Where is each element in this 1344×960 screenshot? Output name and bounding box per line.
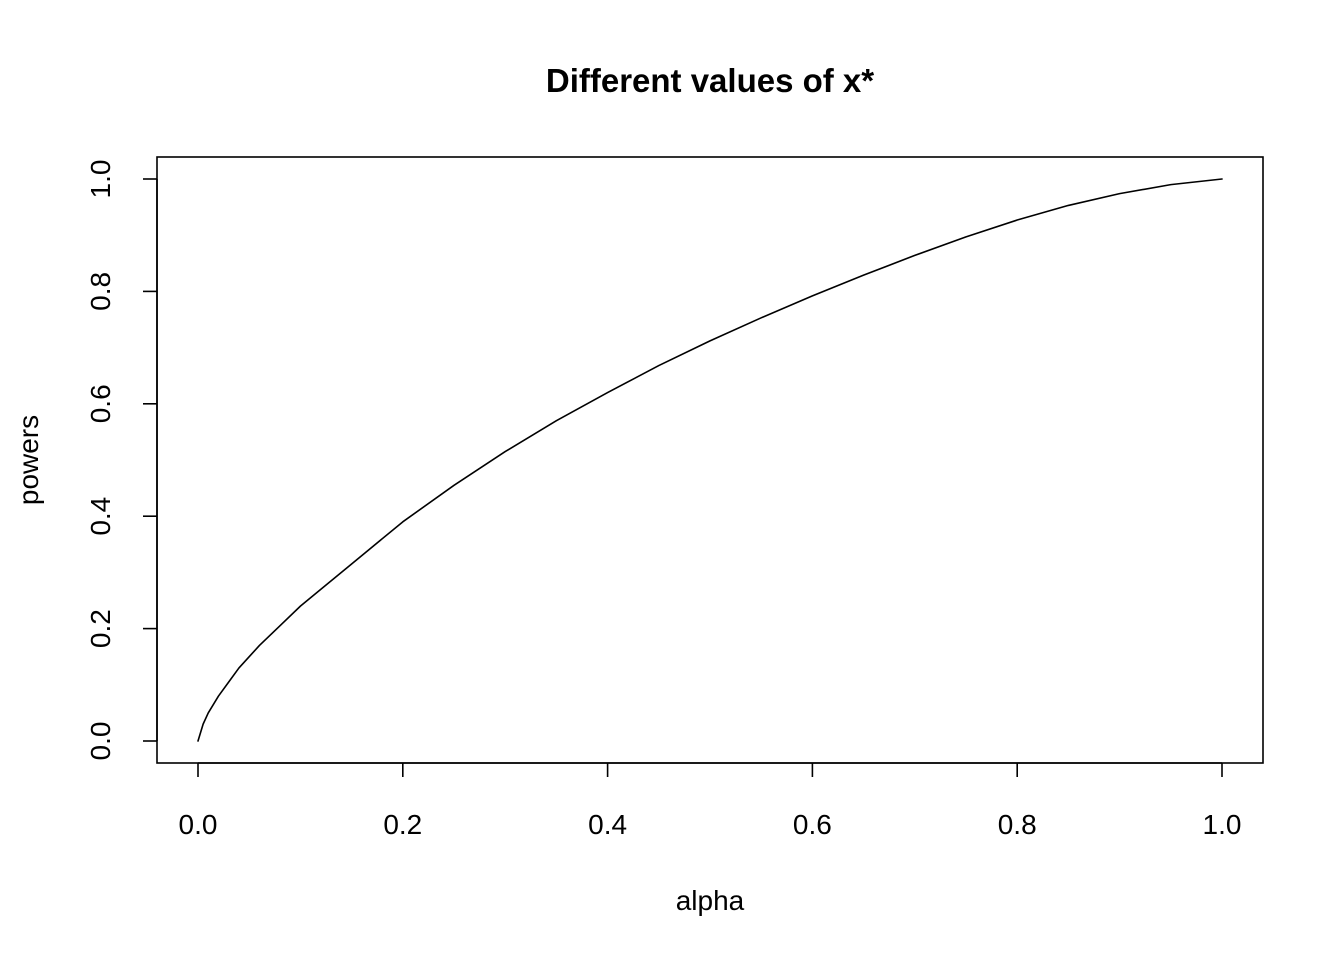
- x-ticks: 0.0 0.2 0.4 0.6 0.8 1.0: [179, 763, 1242, 840]
- x-tick-label: 1.0: [1203, 809, 1242, 840]
- x-tick-label: 0.8: [998, 809, 1037, 840]
- y-tick-label: 0.0: [85, 722, 116, 761]
- y-ticks: 0.0 0.2 0.4 0.6 0.8 1.0: [85, 160, 157, 761]
- y-axis: 0.0 0.2 0.4 0.6 0.8 1.0: [85, 160, 158, 761]
- y-tick-label: 1.0: [85, 160, 116, 199]
- series-line: [197, 178, 1223, 742]
- x-tick-label: 0.4: [588, 809, 627, 840]
- x-tick-label: 0.0: [179, 809, 218, 840]
- chart-title: Different values of x*: [546, 62, 874, 99]
- y-tick-label: 0.4: [85, 497, 116, 536]
- y-tick-label: 0.8: [85, 272, 116, 311]
- x-tick-label: 0.6: [793, 809, 832, 840]
- x-axis: 0.0 0.2 0.4 0.6 0.8 1.0: [179, 762, 1242, 840]
- y-tick-label: 0.6: [85, 384, 116, 423]
- y-tick-label: 0.2: [85, 609, 116, 648]
- series-layer: [197, 178, 1223, 742]
- x-axis-label: alpha: [676, 885, 745, 916]
- x-tick-label: 0.2: [383, 809, 422, 840]
- y-axis-label: powers: [13, 415, 44, 505]
